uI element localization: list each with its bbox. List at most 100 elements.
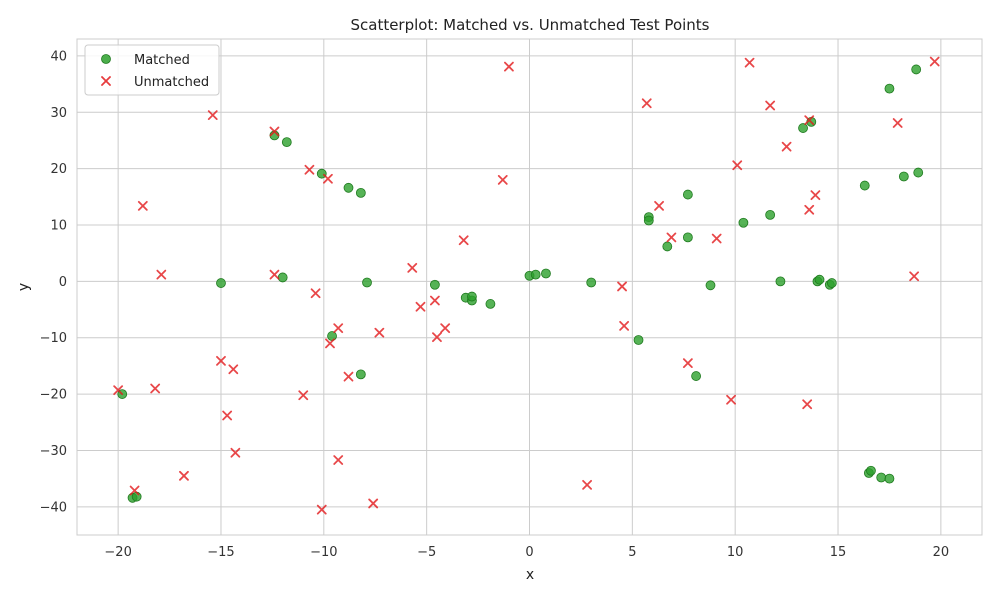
matched-point	[866, 465, 876, 476]
legend-unmatched-label: Unmatched	[134, 75, 209, 90]
unmatched-point	[323, 173, 333, 184]
unmatched-point	[228, 364, 239, 375]
matched-point	[355, 187, 366, 198]
y-axis-label: y	[16, 283, 32, 291]
unmatched-point	[641, 98, 652, 109]
unmatched-point	[407, 262, 418, 273]
x-tick-label: 5	[628, 545, 636, 560]
unmatched-point	[207, 110, 218, 120]
matched-point	[281, 137, 292, 148]
matched-point	[467, 291, 477, 302]
unmatched-point	[222, 410, 233, 421]
matched-point	[277, 272, 288, 283]
unmatched-point	[310, 288, 321, 299]
unmatched-point	[374, 327, 385, 338]
x-tick-label: 15	[830, 545, 847, 560]
unmatched-point	[732, 160, 743, 171]
unmatched-point	[440, 323, 451, 334]
unmatched-point	[230, 447, 241, 458]
matched-point	[814, 274, 825, 285]
unmatched-point	[682, 358, 693, 368]
unmatched-point	[726, 394, 736, 405]
unmatched-point	[781, 141, 792, 152]
unmatched-point	[156, 269, 167, 280]
matched-point	[216, 278, 226, 288]
unmatched-point	[804, 115, 815, 126]
matched-point	[859, 180, 870, 191]
unmatched-point	[504, 61, 514, 72]
grid-lines	[77, 39, 982, 535]
unmatched-point	[432, 332, 442, 343]
matched-point	[682, 232, 693, 243]
unmatched-point	[617, 281, 627, 292]
unmatched-point	[892, 118, 903, 128]
unmatched-point	[179, 470, 189, 481]
x-tick-label: 20	[933, 545, 950, 560]
unmatched-point	[810, 190, 821, 201]
legend-box	[84, 44, 220, 96]
legend-unmatched-marker	[101, 76, 111, 86]
matched-point	[586, 277, 597, 288]
unmatched-point	[582, 479, 592, 490]
x-axis-label: x	[526, 567, 534, 583]
unmatched-point	[909, 271, 920, 282]
x-tick-label: 0	[525, 545, 533, 560]
unmatched-point	[429, 295, 440, 306]
y-tick-label: 20	[50, 162, 67, 177]
matched-point	[765, 209, 776, 220]
unmatched-point	[269, 269, 280, 280]
x-tick-label: 10	[727, 545, 744, 560]
unmatched-point	[744, 57, 755, 68]
matched-point	[898, 171, 909, 182]
matched-point	[884, 473, 895, 484]
unmatched-point	[343, 371, 354, 382]
matched-point	[429, 279, 440, 290]
matched-point	[738, 217, 749, 228]
y-tick-label: −40	[40, 500, 67, 515]
y-tick-label: −20	[40, 388, 67, 403]
y-tick-label: 10	[50, 219, 67, 234]
unmatched-point	[929, 56, 940, 67]
legend-matched-label: Matched	[134, 53, 190, 68]
unmatched-point	[802, 399, 813, 410]
unmatched-point	[113, 385, 124, 396]
matched-point	[691, 371, 702, 381]
matched-point	[355, 369, 366, 380]
unmatched-point	[216, 355, 226, 366]
series-unmatched	[113, 56, 940, 515]
unmatched-point	[368, 498, 379, 509]
matched-point	[826, 278, 837, 288]
unmatched-point	[150, 383, 161, 394]
x-tick-label: −10	[310, 545, 337, 560]
data-points	[113, 56, 940, 515]
y-tick-label: 30	[50, 106, 67, 121]
chart-title: Scatterplot: Matched vs. Unmatched Test …	[350, 16, 709, 34]
unmatched-point	[137, 200, 148, 211]
x-tick-label: −15	[207, 545, 234, 560]
x-tick-label: −20	[104, 545, 131, 560]
legend: Matched Unmatched	[84, 44, 220, 96]
matched-point	[643, 215, 654, 226]
unmatched-point	[458, 235, 469, 246]
matched-point	[362, 277, 372, 288]
matched-point	[798, 123, 808, 133]
matched-point	[775, 276, 786, 287]
matched-point	[541, 268, 551, 279]
unmatched-point	[333, 455, 344, 465]
matched-point	[343, 182, 354, 193]
matched-point	[530, 269, 541, 280]
tick-labels: −20 −15 −10 −5 0 5 10 15 20 −40 −30 −20 −10 0 10 20 30 40	[40, 49, 950, 560]
matched-point	[913, 167, 924, 178]
matched-point	[327, 331, 337, 341]
unmatched-point	[654, 200, 664, 211]
unmatched-point	[415, 301, 426, 312]
unmatched-point	[619, 320, 630, 331]
matched-point	[705, 280, 716, 291]
unmatched-point	[804, 204, 815, 215]
x-tick-label: −5	[417, 545, 436, 560]
unmatched-point	[333, 323, 344, 334]
unmatched-point	[666, 232, 677, 243]
y-tick-label: −10	[40, 331, 67, 346]
unmatched-point	[304, 164, 315, 175]
